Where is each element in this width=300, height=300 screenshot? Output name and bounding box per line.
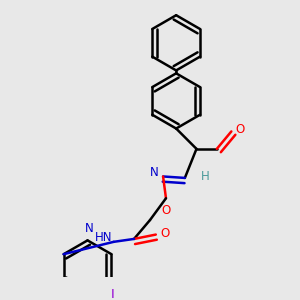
Text: O: O: [161, 204, 171, 217]
Text: HN: HN: [95, 231, 112, 244]
Text: N: N: [85, 222, 93, 235]
Text: O: O: [236, 124, 245, 136]
Text: H: H: [201, 170, 210, 183]
Text: I: I: [111, 288, 115, 300]
Text: N: N: [150, 167, 159, 179]
Text: O: O: [160, 226, 170, 240]
